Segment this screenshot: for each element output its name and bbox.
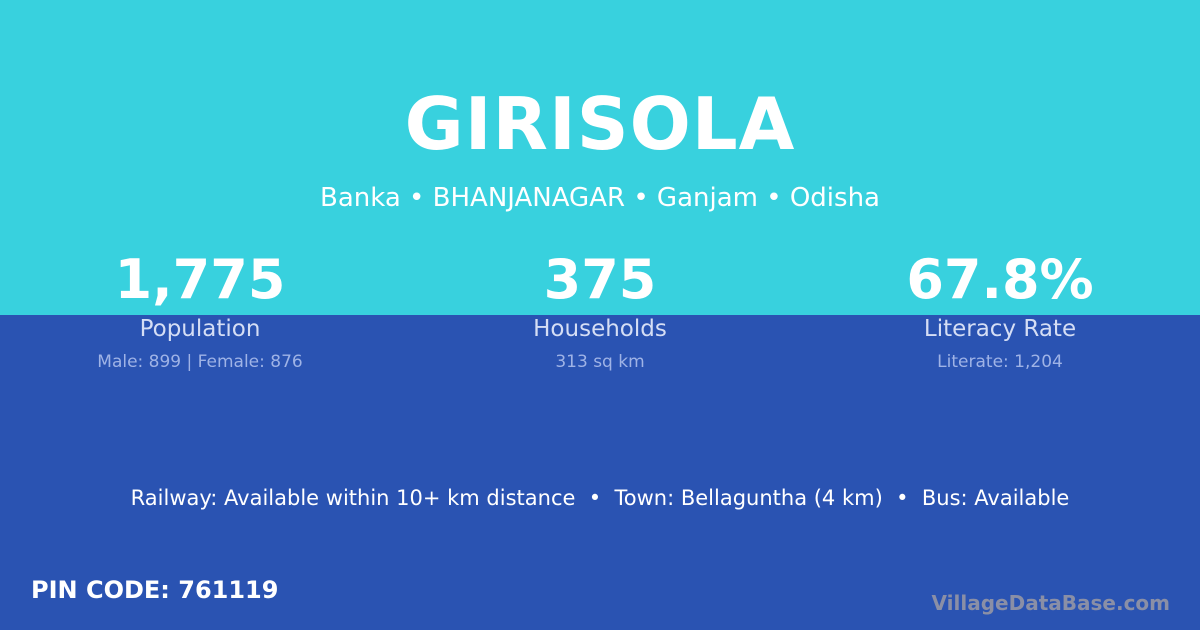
stat-value: 375 [543,248,657,311]
stat-detail: Male: 899 | Female: 876 [97,352,303,372]
stat-label: Population [139,316,261,342]
stat-detail: 313 sq km [555,352,645,372]
stat-label: Literacy Rate [923,316,1077,342]
body-band [0,315,1200,630]
stat-value: 1,775 [114,248,286,311]
brand-watermark: VillageDataBase.com [931,591,1170,615]
village-name: GIRISOLA [404,82,796,166]
location-breadcrumb: Banka • BHANJANAGAR • Ganjam • Odisha [320,183,880,213]
header-band [0,0,1200,315]
pin-code: PIN CODE: 761119 [31,576,279,604]
stat-literacy: 67.8% Literacy Rate Literate: 1,204 [800,248,1200,373]
facilities-line: Railway: Available within 10+ km distanc… [130,486,1070,510]
stat-label: Households [533,316,667,342]
stat-detail: Literate: 1,204 [937,352,1063,372]
stat-population: 1,775 Population Male: 899 | Female: 876 [0,248,400,373]
stat-value: 67.8% [906,248,1094,311]
stat-households: 375 Households 313 sq km [400,248,800,373]
